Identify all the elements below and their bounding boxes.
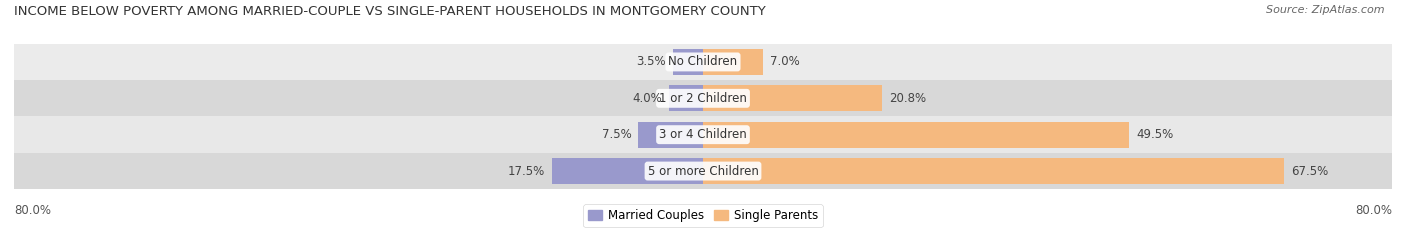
Text: 49.5%: 49.5% <box>1136 128 1174 141</box>
Bar <box>14 153 1392 189</box>
Text: Source: ZipAtlas.com: Source: ZipAtlas.com <box>1267 5 1385 15</box>
Legend: Married Couples, Single Parents: Married Couples, Single Parents <box>583 205 823 227</box>
Bar <box>703 158 1284 184</box>
Text: 67.5%: 67.5% <box>1291 164 1329 178</box>
Bar <box>669 85 703 111</box>
Text: 7.5%: 7.5% <box>602 128 631 141</box>
Text: 3 or 4 Children: 3 or 4 Children <box>659 128 747 141</box>
Bar <box>703 49 763 75</box>
Text: 1 or 2 Children: 1 or 2 Children <box>659 92 747 105</box>
Bar <box>14 44 1392 80</box>
Bar <box>14 116 1392 153</box>
Text: 3.5%: 3.5% <box>637 55 666 69</box>
Text: 5 or more Children: 5 or more Children <box>648 164 758 178</box>
Bar <box>14 80 1392 116</box>
Text: 4.0%: 4.0% <box>631 92 662 105</box>
Bar <box>673 49 703 75</box>
Bar <box>638 122 703 148</box>
Bar <box>703 85 882 111</box>
Text: 17.5%: 17.5% <box>508 164 546 178</box>
Text: 20.8%: 20.8% <box>889 92 927 105</box>
Text: 80.0%: 80.0% <box>14 204 51 217</box>
Text: INCOME BELOW POVERTY AMONG MARRIED-COUPLE VS SINGLE-PARENT HOUSEHOLDS IN MONTGOM: INCOME BELOW POVERTY AMONG MARRIED-COUPL… <box>14 5 766 18</box>
Bar <box>553 158 703 184</box>
Bar <box>703 122 1129 148</box>
Text: 80.0%: 80.0% <box>1355 204 1392 217</box>
Text: 7.0%: 7.0% <box>770 55 800 69</box>
Text: No Children: No Children <box>668 55 738 69</box>
